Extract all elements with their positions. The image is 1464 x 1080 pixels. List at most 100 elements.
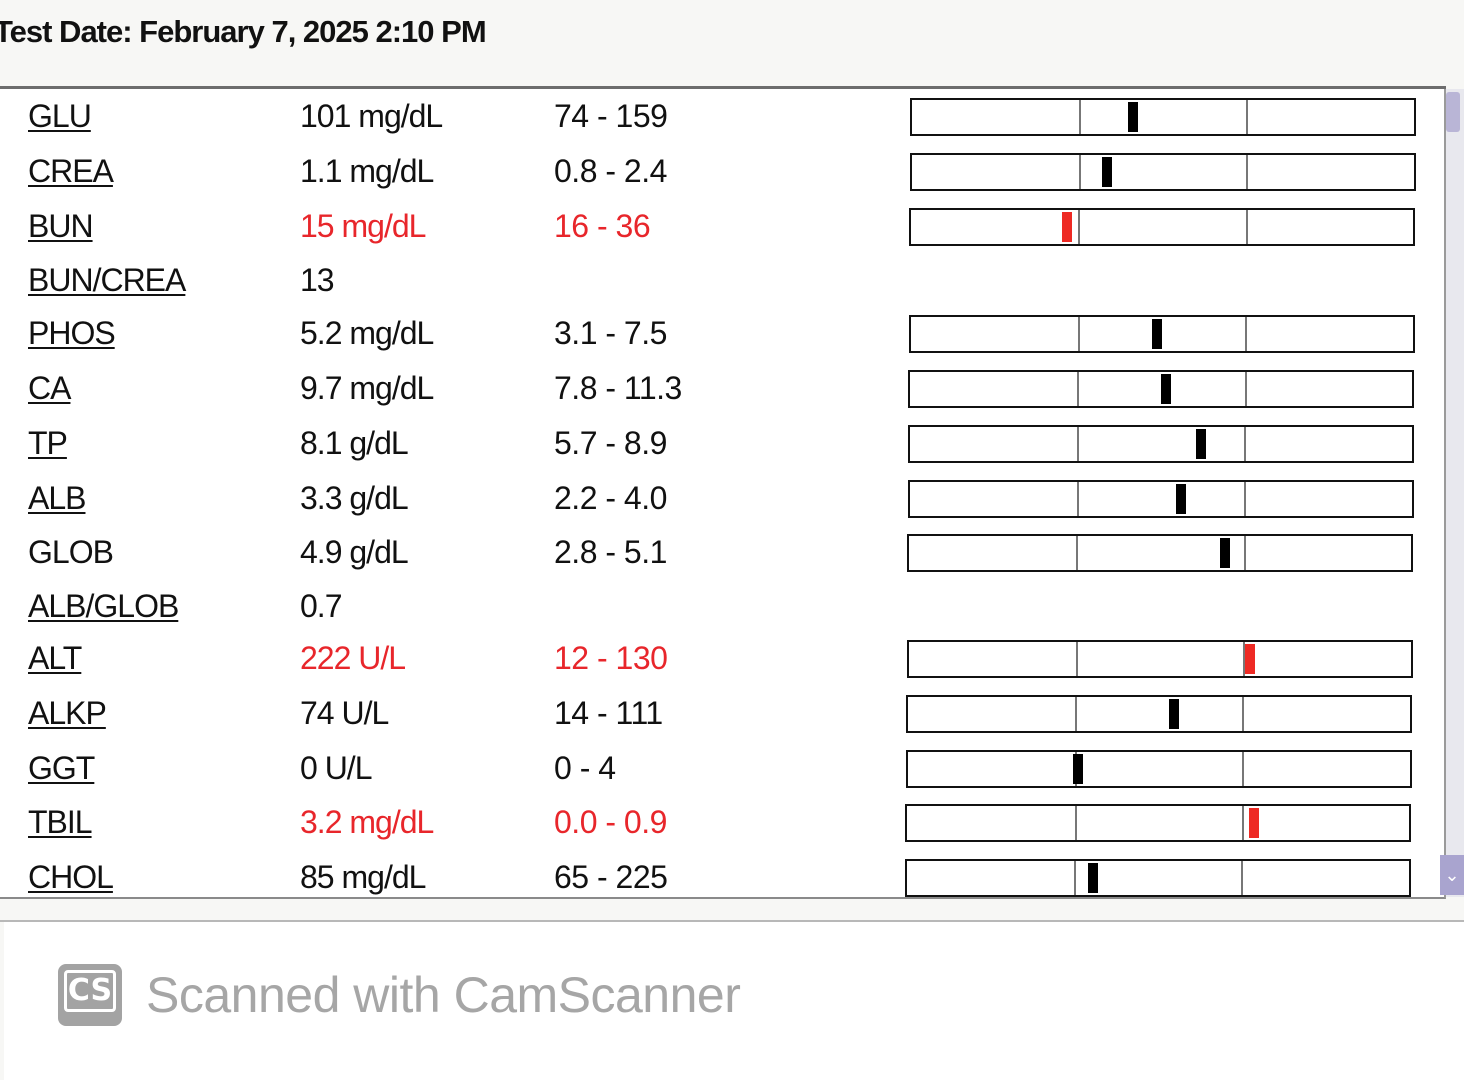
gauge-high-boundary xyxy=(1242,642,1245,676)
reference-range: 0.0 - 0.9 xyxy=(554,804,667,840)
test-name-link[interactable]: GLU xyxy=(28,98,92,134)
range-gauge xyxy=(910,98,1416,136)
gauge-marker xyxy=(1161,374,1172,404)
test-value: 13 xyxy=(300,262,335,298)
reference-range: 16 - 36 xyxy=(554,208,651,244)
test-value: 0 U/L xyxy=(300,750,372,786)
gauge-marker xyxy=(1244,644,1255,674)
reference-range: 65 - 225 xyxy=(554,859,668,895)
gauge-low-boundary xyxy=(1076,536,1079,570)
reference-range: 5.7 - 8.9 xyxy=(554,425,667,461)
scrollbar-thumb[interactable] xyxy=(1446,92,1460,132)
test-name-link[interactable]: CHOL xyxy=(28,859,114,895)
result-row: PHOS 5.2 mg/dL 3.1 - 7.5 xyxy=(0,309,1440,363)
gauge-high-boundary xyxy=(1241,806,1244,840)
range-gauge xyxy=(905,804,1412,842)
gauge-marker xyxy=(1196,429,1207,459)
range-gauge xyxy=(909,153,1416,191)
gauge-high-boundary xyxy=(1241,861,1244,895)
result-row: CA 9.7 mg/dL 7.8 - 11.3 xyxy=(0,364,1440,418)
range-gauge xyxy=(906,640,1413,678)
gauge-high-boundary xyxy=(1245,155,1248,189)
test-name-link[interactable]: TBIL xyxy=(28,804,93,840)
result-row: BUN 15 mg/dL 16 - 36 xyxy=(0,202,1440,256)
gauge-low-boundary xyxy=(1077,427,1080,461)
test-value: 222 U/L xyxy=(300,640,406,676)
result-row: CHOL 85 mg/dL 65 - 225 xyxy=(0,853,1440,907)
gauge-low-boundary xyxy=(1074,806,1077,840)
gauge-high-boundary xyxy=(1243,482,1246,516)
test-name-link[interactable]: TP xyxy=(28,425,68,461)
test-value: 8.1 g/dL xyxy=(300,425,409,461)
test-name-link[interactable]: GGT xyxy=(28,750,95,786)
test-name-link[interactable]: ALB xyxy=(28,480,86,516)
result-row: ALB 3.3 g/dL 2.2 - 4.0 xyxy=(0,474,1440,528)
header-divider xyxy=(0,86,1446,89)
range-gauge xyxy=(907,480,1414,518)
result-row: GLOB 4.9 g/dL 2.8 - 5.1 xyxy=(0,528,1440,582)
camscanner-logo-text: CS xyxy=(64,970,116,1012)
camscanner-logo-icon: CS xyxy=(58,964,122,1026)
gauge-marker xyxy=(1169,699,1180,729)
gauge-marker xyxy=(1087,863,1098,893)
results-scrollbar[interactable] xyxy=(1446,89,1464,897)
test-name-link[interactable]: CREA xyxy=(28,153,114,189)
reference-range: 2.8 - 5.1 xyxy=(554,534,667,570)
test-name-link[interactable]: PHOS xyxy=(28,315,116,351)
test-name-link[interactable]: ALB/GLOB xyxy=(28,588,179,624)
reference-range: 2.2 - 4.0 xyxy=(554,480,667,516)
gauge-marker xyxy=(1220,538,1231,568)
gauge-high-boundary xyxy=(1246,100,1249,134)
gauge-high-boundary xyxy=(1243,536,1246,570)
test-name-link[interactable]: BUN/CREA xyxy=(28,262,186,298)
panel-divider xyxy=(0,920,1464,922)
test-value: 74 U/L xyxy=(300,695,389,731)
test-value: 4.9 g/dL xyxy=(300,534,409,570)
range-gauge xyxy=(908,315,1415,353)
gauge-low-boundary xyxy=(1077,317,1080,351)
test-name-link[interactable]: ALKP xyxy=(28,695,107,731)
test-name-link[interactable]: BUN xyxy=(28,208,94,244)
reference-range: 74 - 159 xyxy=(554,98,668,134)
scroll-down-arrow-icon[interactable]: ⌄ xyxy=(1440,855,1464,895)
lower-panel xyxy=(4,922,1464,1080)
test-value: 5.2 mg/dL xyxy=(300,315,434,351)
gauge-marker xyxy=(1102,157,1113,187)
gauge-low-boundary xyxy=(1079,100,1082,134)
gauge-low-boundary xyxy=(1075,697,1078,731)
result-row: ALB/GLOB 0.7 xyxy=(0,582,1440,636)
range-gauge xyxy=(907,425,1414,463)
test-value: 1.1 mg/dL xyxy=(300,153,434,189)
range-gauge xyxy=(908,370,1415,408)
range-gauge xyxy=(906,695,1413,733)
gauge-high-boundary xyxy=(1242,752,1245,786)
camscanner-watermark: Scanned with CamScanner xyxy=(146,967,741,1023)
result-row: ALKP 74 U/L 14 - 111 xyxy=(0,689,1440,743)
result-row: GLU 101 mg/dL 74 - 159 xyxy=(0,92,1440,146)
test-value: 9.7 mg/dL xyxy=(300,370,434,406)
gauge-low-boundary xyxy=(1076,482,1079,516)
test-date-header: Test Date: February 7, 2025 2:10 PM xyxy=(0,14,487,49)
gauge-high-boundary xyxy=(1245,210,1248,244)
gauge-marker xyxy=(1151,319,1162,349)
gauge-marker xyxy=(1073,754,1084,784)
gauge-high-boundary xyxy=(1244,427,1247,461)
reference-range: 3.1 - 7.5 xyxy=(554,315,667,351)
gauge-low-boundary xyxy=(1077,372,1080,406)
result-row: GGT 0 U/L 0 - 4 xyxy=(0,744,1440,798)
gauge-marker xyxy=(1175,484,1186,514)
result-row: CREA 1.1 mg/dL 0.8 - 2.4 xyxy=(0,147,1440,201)
reference-range: 0 - 4 xyxy=(554,750,616,786)
reference-range: 0.8 - 2.4 xyxy=(554,153,667,189)
reference-range: 12 - 130 xyxy=(554,640,668,676)
reference-range: 14 - 111 xyxy=(554,695,663,731)
test-name-link[interactable]: CA xyxy=(28,370,71,406)
result-row: ALT 222 U/L 12 - 130 xyxy=(0,634,1440,688)
range-gauge xyxy=(905,750,1412,788)
range-gauge xyxy=(907,534,1414,572)
gauge-low-boundary xyxy=(1075,642,1078,676)
test-name-link: GLOB xyxy=(28,534,114,570)
gauge-low-boundary xyxy=(1074,861,1077,895)
range-gauge xyxy=(905,859,1412,897)
test-name-link[interactable]: ALT xyxy=(28,640,82,676)
